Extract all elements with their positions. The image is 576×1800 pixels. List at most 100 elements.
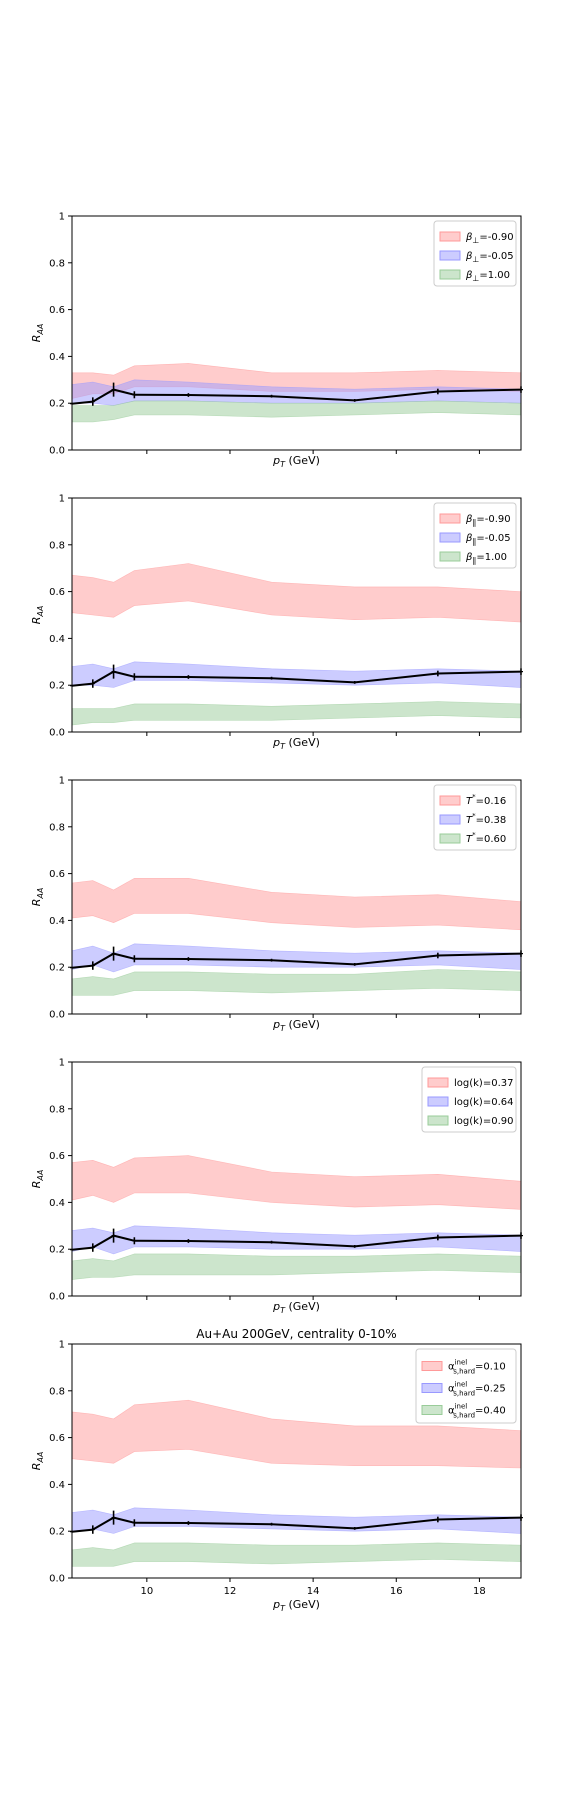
y-tick-label: 0.6 — [49, 1433, 65, 1444]
y-tick-label: 0.0 — [49, 1010, 65, 1021]
legend: log(k)=0.37 log(k)=0.64 log(k)=0.90 — [421, 1066, 517, 1133]
legend-swatch — [427, 1077, 449, 1088]
legend-swatch — [439, 513, 461, 524]
legend-label: αinel s,hard=0.10 — [448, 1359, 506, 1376]
legend-swatch — [421, 1361, 443, 1371]
legend-label: T*=0.60 — [466, 831, 506, 845]
band-3 — [71, 1542, 522, 1567]
x-tick-label: 12 — [224, 1586, 237, 1597]
legend-swatch — [439, 231, 461, 242]
y-tick-label: 1 — [59, 494, 65, 505]
y-axis-label: RAA — [30, 888, 45, 907]
band-2 — [71, 661, 522, 688]
y-axis-label: RAA — [30, 1170, 45, 1189]
y-tick-label: 0.0 — [49, 1574, 65, 1585]
legend-swatch — [421, 1405, 443, 1415]
legend: T*=0.16 T*=0.38 T*=0.60 — [433, 784, 517, 851]
y-tick-label: 1 — [59, 1340, 65, 1351]
y-tick-label: 0.4 — [49, 916, 65, 927]
chart-panel-3: 0.0 0.2 0.4 0.6 0.8 1 pT (GeV) RAA T*=0.16 T*=0.3… — [30, 776, 523, 1033]
y-tick-label: 0.2 — [49, 399, 65, 410]
plot-frame — [71, 779, 522, 1015]
band-1 — [71, 563, 522, 623]
legend-label: log(k)=0.37 — [454, 1078, 513, 1089]
chart-panel-5: Au+Au 200GeV, centrality 0-10% 0.0 0.2 0.4 0… — [30, 1327, 523, 1613]
y-tick-label: 0.6 — [49, 869, 65, 880]
y-axis-label: RAA — [30, 606, 45, 625]
x-axis-label: pT (GeV) — [272, 454, 320, 469]
band-3 — [71, 969, 522, 996]
legend-label: β∥=1.00 — [465, 552, 507, 565]
y-tick-label: 1 — [59, 776, 65, 787]
legend: β⊥=-0.90 β⊥=-0.05 β⊥=1.00 — [433, 220, 517, 287]
band-1 — [71, 1155, 522, 1210]
legend-label: T*=0.16 — [466, 793, 506, 807]
y-tick-label: 0.8 — [49, 540, 65, 551]
plot-frame — [71, 497, 522, 733]
y-tick-label: 0.2 — [49, 963, 65, 974]
legend-swatch — [439, 250, 461, 261]
y-tick-label: 0.6 — [49, 587, 65, 598]
y-tick-label: 0.2 — [49, 1245, 65, 1256]
x-axis-label: pT (GeV) — [272, 1598, 320, 1613]
y-tick-label: 0.8 — [49, 1104, 65, 1115]
y-axis-label: RAA — [30, 1452, 45, 1471]
legend-label: β⊥=1.00 — [465, 270, 510, 283]
y-tick-label: 1 — [59, 212, 65, 223]
band-2 — [71, 1507, 522, 1534]
legend-swatch — [427, 1115, 449, 1126]
y-tick-label: 0.0 — [49, 1292, 65, 1303]
legend-label: T*=0.38 — [466, 812, 506, 826]
band-1 — [71, 878, 522, 931]
x-axis-label: pT (GeV) — [272, 1300, 320, 1315]
plot-frame — [71, 215, 522, 451]
legend-label: αinel s,hard=0.40 — [448, 1403, 506, 1420]
legend-label: β⊥=-0.05 — [465, 251, 514, 264]
y-tick-label: 0.6 — [49, 1151, 65, 1162]
x-tick-label: 16 — [390, 1586, 403, 1597]
y-tick-label: 0.8 — [49, 258, 65, 269]
legend-swatch — [439, 532, 461, 543]
y-tick-label: 0.2 — [49, 1527, 65, 1538]
x-axis-label: pT (GeV) — [272, 736, 320, 751]
plot-frame — [71, 1343, 522, 1579]
x-tick-label: 10 — [140, 1586, 153, 1597]
y-tick-label: 0.4 — [49, 1480, 65, 1491]
x-tick-label: 18 — [473, 1586, 486, 1597]
legend-label: αinel s,hard=0.25 — [448, 1381, 506, 1398]
x-tick-label: 14 — [307, 1586, 320, 1597]
legend: β∥=-0.90 β∥=-0.05 β∥=1.00 — [433, 502, 517, 569]
band-3 — [71, 400, 522, 423]
legend: αinel s,hard=0.10 αinel s,hard=0.25 αinel s,h… — [415, 1348, 517, 1424]
y-tick-label: 1 — [59, 1058, 65, 1069]
legend-swatch — [439, 795, 461, 806]
x-axis-label: pT (GeV) — [272, 1018, 320, 1033]
chart-panel-2: 0.0 0.2 0.4 0.6 0.8 1 pT (GeV) RAA β∥=-0.90β∥=-0… — [30, 494, 523, 751]
legend-swatch — [439, 833, 461, 844]
band-3 — [71, 1253, 522, 1280]
band-3 — [71, 701, 522, 726]
y-tick-label: 0.0 — [49, 728, 65, 739]
legend-swatch — [427, 1096, 449, 1107]
legend-label: β∥=-0.90 — [465, 514, 511, 527]
legend-swatch — [439, 814, 461, 825]
y-tick-label: 0.4 — [49, 1198, 65, 1209]
legend-label: log(k)=0.64 — [454, 1097, 513, 1108]
plot-frame — [71, 1061, 522, 1297]
legend-swatch — [439, 551, 461, 562]
legend-label: log(k)=0.90 — [454, 1116, 513, 1127]
legend-label: β⊥=-0.90 — [465, 232, 514, 245]
y-tick-label: 0.4 — [49, 352, 65, 363]
y-tick-label: 0.6 — [49, 305, 65, 316]
chart-title: Au+Au 200GeV, centrality 0-10% — [196, 1327, 396, 1341]
y-tick-label: 0.8 — [49, 1386, 65, 1397]
y-axis-label: RAA — [30, 324, 45, 343]
y-tick-label: 0.2 — [49, 681, 65, 692]
y-tick-label: 0.4 — [49, 634, 65, 645]
y-tick-label: 0.8 — [49, 822, 65, 833]
legend-swatch — [439, 269, 461, 280]
y-tick-label: 0.0 — [49, 446, 65, 457]
